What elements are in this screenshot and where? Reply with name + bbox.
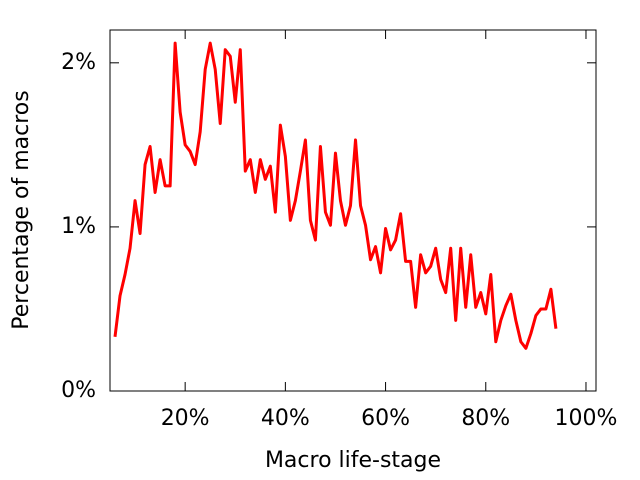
x-tick-label: 60%: [361, 406, 410, 431]
x-tick-label: 20%: [161, 406, 210, 431]
y-axis-label: Percentage of macros: [9, 90, 34, 329]
x-tick-label: 80%: [461, 406, 510, 431]
data-line: [113, 41, 558, 350]
y-tick-label: 2%: [61, 50, 96, 75]
y-tick-label: 0%: [61, 378, 96, 403]
x-tick-label: 100%: [555, 406, 618, 431]
plot-border: [109, 29, 597, 392]
y-tick-label: 1%: [61, 214, 96, 239]
x-axis-label: Macro life-stage: [265, 448, 441, 473]
x-tick-label: 40%: [261, 406, 310, 431]
